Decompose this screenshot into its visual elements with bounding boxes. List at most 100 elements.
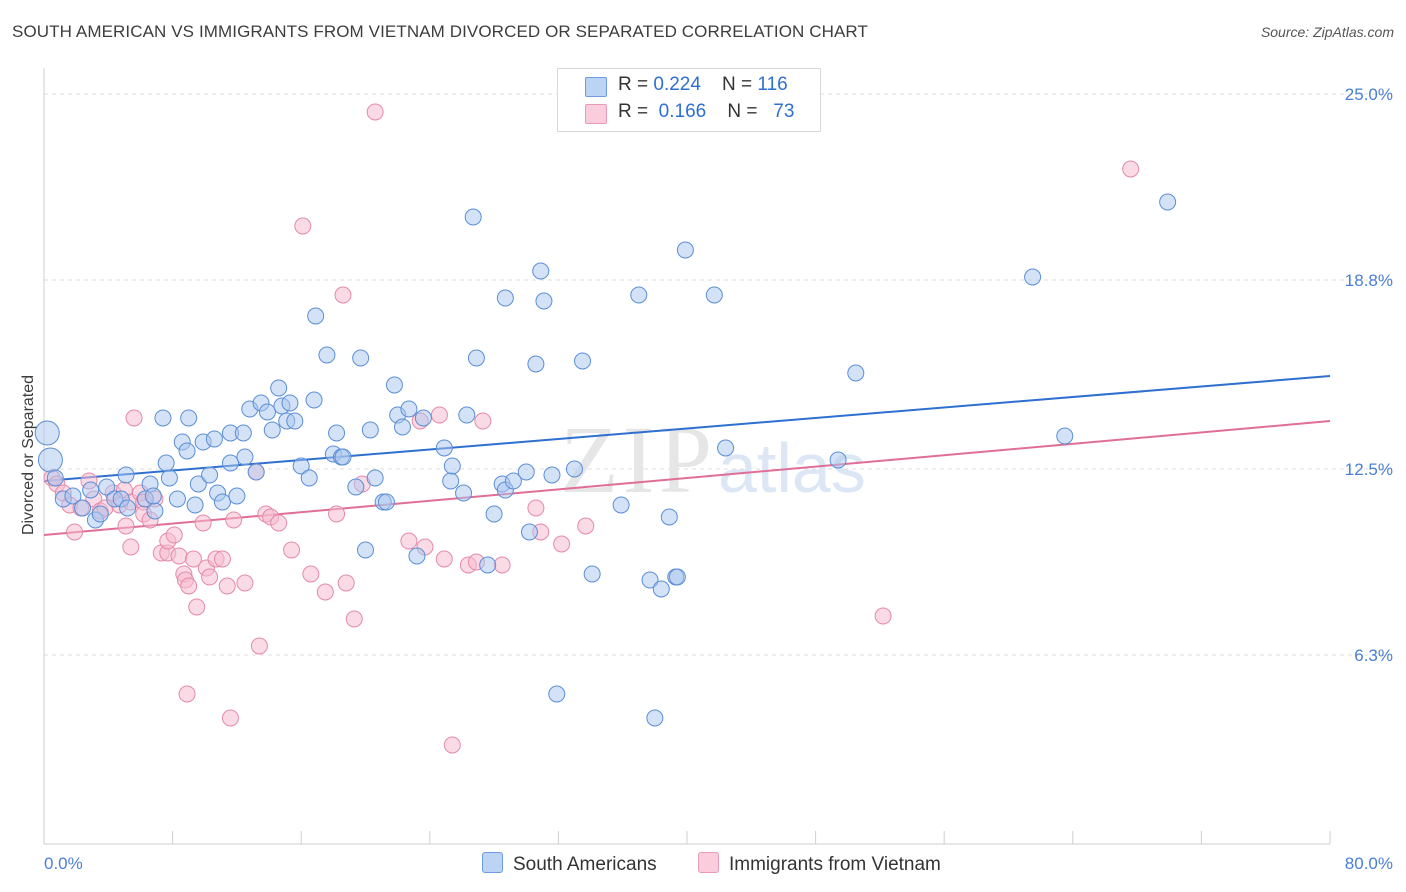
bottom-legend-immigrants-from-vietnam: Immigrants from Vietnam bbox=[698, 852, 941, 876]
data-point-south-americans bbox=[119, 499, 137, 517]
watermark: ZIP atlas bbox=[560, 406, 866, 513]
data-point-south-americans bbox=[82, 481, 100, 499]
data-point-immigrants-from-vietnam bbox=[125, 409, 143, 427]
data-point-south-americans bbox=[652, 580, 670, 598]
data-point-immigrants-from-vietnam bbox=[328, 505, 346, 523]
data-point-immigrants-from-vietnam bbox=[194, 514, 212, 532]
bottom-legend-south-americans: South Americans bbox=[482, 852, 657, 876]
data-point-immigrants-from-vietnam bbox=[270, 514, 288, 532]
x-tick-label: 80.0% bbox=[1345, 854, 1393, 873]
data-point-south-americans bbox=[205, 430, 223, 448]
data-point-south-americans bbox=[641, 571, 659, 589]
y-tick-label: 12.5% bbox=[1345, 460, 1393, 479]
data-point-immigrants-from-vietnam bbox=[1122, 160, 1140, 178]
y-tick-label: 6.3% bbox=[1354, 646, 1393, 665]
data-point-south-americans bbox=[236, 448, 254, 466]
data-point-south-americans bbox=[385, 376, 403, 394]
tick-labels: 6.3% 12.5% 18.8% 25.0% 0.0% 80.0% bbox=[44, 85, 1393, 873]
data-point-south-americans bbox=[334, 448, 352, 466]
data-point-south-americans bbox=[366, 469, 384, 487]
data-point-south-americans bbox=[247, 463, 265, 481]
data-point-south-americans bbox=[180, 409, 198, 427]
data-point-south-americans bbox=[630, 286, 648, 304]
y-tick-label: 25.0% bbox=[1345, 85, 1393, 104]
data-point-south-americans bbox=[292, 457, 310, 475]
data-point-immigrants-from-vietnam bbox=[283, 541, 301, 559]
legend-n-value: 116 bbox=[757, 74, 788, 95]
data-point-south-americans bbox=[1056, 427, 1074, 445]
data-point-south-americans bbox=[64, 487, 82, 505]
data-point-immigrants-from-vietnam bbox=[165, 526, 183, 544]
data-point-south-americans bbox=[300, 469, 318, 487]
data-point-immigrants-from-vietnam bbox=[577, 517, 595, 535]
data-point-south-americans bbox=[46, 469, 64, 487]
data-point-south-americans bbox=[583, 565, 601, 583]
data-point-immigrants-from-vietnam bbox=[294, 217, 312, 235]
data-point-south-americans bbox=[34, 420, 60, 446]
trend-line-south-americans bbox=[43, 375, 1331, 482]
data-point-immigrants-from-vietnam bbox=[400, 532, 418, 550]
legend-n-value: 73 bbox=[773, 101, 795, 122]
data-point-immigrants-from-vietnam bbox=[66, 523, 84, 541]
data-point-south-americans bbox=[705, 286, 723, 304]
data-point-immigrants-from-vietnam bbox=[443, 736, 461, 754]
data-point-immigrants-from-vietnam bbox=[493, 556, 511, 574]
data-point-immigrants-from-vietnam bbox=[337, 574, 355, 592]
data-point-south-americans bbox=[393, 418, 411, 436]
data-point-immigrants-from-vietnam bbox=[430, 406, 448, 424]
data-point-immigrants-from-vietnam bbox=[474, 412, 492, 430]
data-point-south-americans bbox=[305, 391, 323, 409]
data-point-immigrants-from-vietnam bbox=[201, 568, 219, 586]
data-point-south-americans bbox=[527, 355, 545, 373]
bottom-legend-swatch-pink bbox=[698, 852, 719, 873]
data-point-south-americans bbox=[535, 292, 553, 310]
data-point-immigrants-from-vietnam bbox=[188, 598, 206, 616]
data-point-south-americans bbox=[517, 463, 535, 481]
data-point-south-americans bbox=[847, 364, 865, 382]
data-point-south-americans bbox=[646, 709, 664, 727]
data-point-south-americans bbox=[829, 451, 847, 469]
data-point-immigrants-from-vietnam bbox=[170, 547, 188, 565]
bottom-legend-label: South Americans bbox=[513, 854, 657, 875]
data-point-immigrants-from-vietnam bbox=[527, 499, 545, 517]
data-point-south-americans bbox=[286, 412, 304, 430]
data-point-south-americans bbox=[352, 349, 370, 367]
data-point-south-americans bbox=[234, 424, 252, 442]
series-immigrants-from-vietnam bbox=[43, 103, 1140, 754]
data-point-south-americans bbox=[717, 439, 735, 457]
watermark-zip: ZIP bbox=[560, 406, 716, 513]
data-point-south-americans bbox=[178, 442, 196, 460]
data-point-south-americans bbox=[157, 454, 175, 472]
legend-r-label: R = bbox=[618, 101, 654, 122]
data-point-immigrants-from-vietnam bbox=[874, 607, 892, 625]
data-point-south-americans bbox=[307, 307, 325, 325]
source-label: Source: ZipAtlas.com bbox=[1260, 24, 1394, 40]
data-point-south-americans bbox=[168, 490, 186, 508]
data-point-immigrants-from-vietnam bbox=[316, 583, 334, 601]
data-point-south-americans bbox=[258, 403, 276, 421]
chart-title: SOUTH AMERICAN VS IMMIGRANTS FROM VIETNA… bbox=[12, 22, 868, 41]
data-point-immigrants-from-vietnam bbox=[221, 709, 239, 727]
legend: R = 0.224 N = 116 R = 0.166 N = 73 bbox=[557, 68, 821, 132]
data-point-south-americans bbox=[532, 262, 550, 280]
data-point-immigrants-from-vietnam bbox=[122, 538, 140, 556]
data-point-immigrants-from-vietnam bbox=[213, 550, 231, 568]
data-point-south-americans bbox=[548, 685, 566, 703]
data-point-immigrants-from-vietnam bbox=[435, 550, 453, 568]
data-point-south-americans bbox=[565, 460, 583, 478]
legend-swatch-pink bbox=[585, 104, 607, 124]
data-point-south-americans bbox=[221, 454, 239, 472]
grid-lines bbox=[44, 93, 1392, 656]
data-point-south-americans bbox=[361, 421, 379, 439]
data-point-south-americans bbox=[442, 472, 460, 490]
data-point-south-americans bbox=[1024, 268, 1042, 286]
data-point-south-americans bbox=[98, 478, 116, 496]
legend-r-value: 0.166 bbox=[658, 101, 707, 122]
data-point-south-americans bbox=[74, 499, 92, 517]
data-point-immigrants-from-vietnam bbox=[178, 685, 196, 703]
data-point-south-americans bbox=[347, 478, 365, 496]
data-point-south-americans bbox=[144, 487, 162, 505]
bottom-legend-swatch-blue bbox=[482, 852, 503, 873]
data-point-south-americans bbox=[189, 475, 207, 493]
data-point-south-americans bbox=[455, 484, 473, 502]
